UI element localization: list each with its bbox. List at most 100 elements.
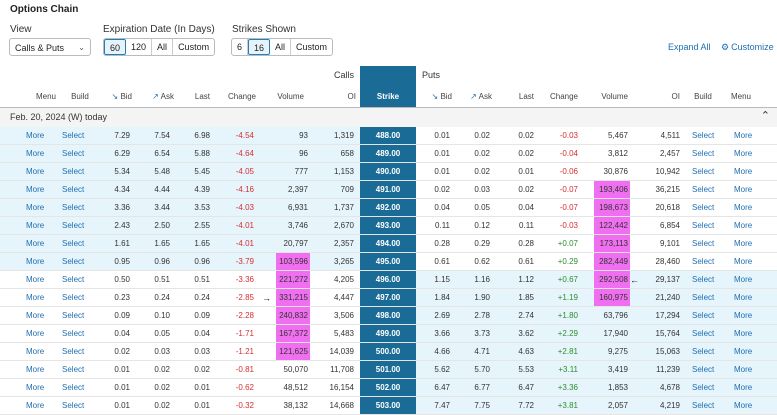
call-more-link[interactable]: More: [26, 383, 45, 392]
expiration-option-60[interactable]: 60: [104, 39, 127, 55]
call-more-link[interactable]: More: [26, 203, 45, 212]
put-more-link[interactable]: More: [734, 329, 753, 338]
puts-header-menu[interactable]: Menu: [728, 92, 754, 101]
table-row[interactable]: More Select 0.01 0.02 0.01 -0.62 48,512 16,154 5…: [0, 379, 777, 397]
call-select-link[interactable]: Select: [62, 365, 85, 374]
strikes-option-6[interactable]: 6: [232, 39, 249, 55]
put-more-link[interactable]: More: [734, 167, 753, 176]
put-more-link[interactable]: More: [734, 131, 753, 140]
call-more-link[interactable]: More: [26, 275, 45, 284]
table-row[interactable]: More Select 0.02 0.03 0.03 -1.21 121,625 14,039…: [0, 343, 777, 361]
calls-header-menu[interactable]: Menu: [24, 92, 68, 101]
put-select-link[interactable]: Select: [692, 239, 715, 248]
call-more-link[interactable]: More: [26, 239, 45, 248]
puts-header-change[interactable]: Change: [540, 92, 578, 101]
strikes-option-16[interactable]: 16: [248, 39, 271, 55]
calls-header-bid[interactable]: ↘ Bid: [104, 92, 133, 101]
strikes-option-all[interactable]: All: [270, 39, 292, 55]
expiration-segmented-control[interactable]: 60 120 All Custom: [103, 38, 216, 56]
put-more-link[interactable]: More: [734, 149, 753, 158]
strikes-option-custom[interactable]: Custom: [296, 42, 328, 52]
table-row[interactable]: More Select 0.09 0.10 0.09 -2.28 240,832 3,506 4…: [0, 307, 777, 325]
put-more-link[interactable]: More: [734, 239, 753, 248]
put-select-link[interactable]: Select: [692, 401, 715, 410]
call-select-link[interactable]: Select: [62, 383, 85, 392]
put-more-link[interactable]: More: [734, 365, 753, 374]
table-row[interactable]: More Select 0.04 0.05 0.04 -1.71 167,372 5,483 4…: [0, 325, 777, 343]
put-more-link[interactable]: More: [734, 221, 753, 230]
put-select-link[interactable]: Select: [692, 293, 715, 302]
call-select-link[interactable]: Select: [62, 221, 85, 230]
call-select-link[interactable]: Select: [62, 185, 85, 194]
call-select-link[interactable]: Select: [62, 257, 85, 266]
table-row[interactable]: More Select 2.43 2.50 2.55 -4.01 3,746 2,670 493…: [0, 217, 777, 235]
table-row[interactable]: More Select 0.95 0.96 0.96 -3.79 103,596 3,265 4…: [0, 253, 777, 271]
calls-header-last[interactable]: Last: [186, 92, 210, 101]
view-select[interactable]: Calls & Puts ⌄: [9, 38, 91, 56]
call-more-link[interactable]: More: [26, 167, 45, 176]
call-more-link[interactable]: More: [26, 311, 45, 320]
put-more-link[interactable]: More: [734, 293, 753, 302]
puts-header-oi[interactable]: OI: [638, 92, 680, 101]
put-more-link[interactable]: More: [734, 401, 753, 410]
put-select-link[interactable]: Select: [692, 329, 715, 338]
call-select-link[interactable]: Select: [62, 167, 85, 176]
call-select-link[interactable]: Select: [62, 149, 85, 158]
put-select-link[interactable]: Select: [692, 365, 715, 374]
table-row[interactable]: More Select 1.61 1.65 1.65 -4.01 20,797 2,357 49…: [0, 235, 777, 253]
calls-header-oi[interactable]: OI: [318, 92, 356, 101]
expiration-option-120[interactable]: 120: [126, 39, 153, 55]
put-more-link[interactable]: More: [734, 185, 753, 194]
calls-header-build[interactable]: Build: [58, 92, 102, 101]
call-select-link[interactable]: Select: [62, 293, 85, 302]
expand-all-link[interactable]: Expand All: [668, 42, 711, 52]
put-select-link[interactable]: Select: [692, 275, 715, 284]
table-row[interactable]: More Select 0.23 0.24 0.24 -2.85 331,215 4,447 4…: [0, 289, 777, 307]
call-select-link[interactable]: Select: [62, 329, 85, 338]
put-select-link[interactable]: Select: [692, 185, 715, 194]
put-select-link[interactable]: Select: [692, 347, 715, 356]
call-more-link[interactable]: More: [26, 221, 45, 230]
call-select-link[interactable]: Select: [62, 401, 85, 410]
call-more-link[interactable]: More: [26, 257, 45, 266]
put-more-link[interactable]: More: [734, 203, 753, 212]
call-more-link[interactable]: More: [26, 185, 45, 194]
call-more-link[interactable]: More: [26, 131, 45, 140]
puts-header-build[interactable]: Build: [690, 92, 716, 101]
call-select-link[interactable]: Select: [62, 131, 85, 140]
puts-header-volume[interactable]: Volume: [588, 92, 628, 101]
put-select-link[interactable]: Select: [692, 203, 715, 212]
put-select-link[interactable]: Select: [692, 131, 715, 140]
put-select-link[interactable]: Select: [692, 257, 715, 266]
call-select-link[interactable]: Select: [62, 311, 85, 320]
put-more-link[interactable]: More: [734, 383, 753, 392]
call-more-link[interactable]: More: [26, 347, 45, 356]
table-row[interactable]: More Select 0.50 0.51 0.51 -3.36 221,272 4,205 4…: [0, 271, 777, 289]
calls-header-change[interactable]: Change: [220, 92, 256, 101]
calls-header-volume[interactable]: Volume: [260, 92, 304, 101]
call-more-link[interactable]: More: [26, 365, 45, 374]
expiration-option-custom[interactable]: Custom: [178, 42, 210, 52]
strike-header[interactable]: Strike: [360, 66, 416, 108]
call-select-link[interactable]: Select: [62, 239, 85, 248]
table-row[interactable]: More Select 6.29 6.54 5.88 -4.64 96 658 489.00 0.…: [0, 145, 777, 163]
put-select-link[interactable]: Select: [692, 311, 715, 320]
customize-link[interactable]: ⚙ Customize: [721, 42, 774, 53]
put-more-link[interactable]: More: [734, 347, 753, 356]
table-row[interactable]: More Select 7.29 7.54 6.98 -4.54 93 1,319 488.00…: [0, 127, 777, 145]
call-select-link[interactable]: Select: [62, 347, 85, 356]
put-select-link[interactable]: Select: [692, 167, 715, 176]
table-row[interactable]: More Select 4.34 4.44 4.39 -4.16 2,397 709 491.0…: [0, 181, 777, 199]
put-more-link[interactable]: More: [734, 311, 753, 320]
strikes-segmented-control[interactable]: 6 16 All Custom: [231, 38, 334, 56]
table-row[interactable]: More Select 5.34 5.48 5.45 -4.05 777 1,153 490.0…: [0, 163, 777, 181]
expiration-option-all[interactable]: All: [152, 39, 174, 55]
call-more-link[interactable]: More: [26, 401, 45, 410]
expiration-row[interactable]: Feb. 20, 2024 (W) today ⌃: [0, 108, 777, 128]
table-row[interactable]: More Select 3.36 3.44 3.53 -4.03 6,931 1,737 492…: [0, 199, 777, 217]
calls-header-ask[interactable]: ↗ Ask: [146, 92, 174, 101]
put-select-link[interactable]: Select: [692, 221, 715, 230]
table-row[interactable]: More Select 0.01 0.02 0.02 -0.81 50,070 11,708 5…: [0, 361, 777, 379]
chevron-up-icon[interactable]: ⌃: [760, 110, 770, 122]
put-select-link[interactable]: Select: [692, 149, 715, 158]
